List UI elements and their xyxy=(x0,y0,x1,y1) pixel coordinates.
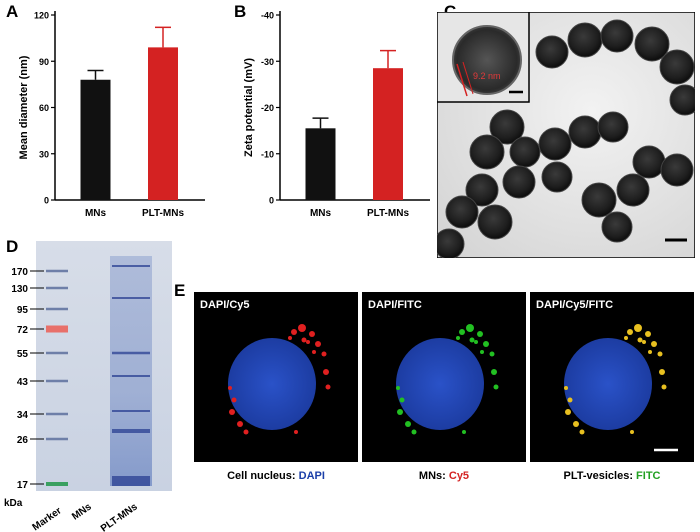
sample-band xyxy=(112,351,150,355)
marker-label: 170 xyxy=(11,267,28,278)
marker-label: 95 xyxy=(17,305,29,316)
bar xyxy=(80,79,111,200)
marker-band xyxy=(46,412,68,416)
fluor-title-3: DAPI/Cy5/FITC xyxy=(536,299,613,311)
sds-page-gel: 170 130 95 72 55 43 34 26 17 kDa Marker MNs PLT-MNs xyxy=(4,241,172,532)
marker-band xyxy=(46,482,68,486)
bar xyxy=(148,47,178,200)
caption-dye: Cy5 xyxy=(448,470,470,482)
panel-label-b: B xyxy=(234,2,247,21)
fluorescence-images: DAPI/Cy5 DAPI/FITC xyxy=(194,292,694,462)
y-tick-label: 30 xyxy=(39,149,49,159)
y-tick-label: 60 xyxy=(39,103,49,113)
panel-label-e: E xyxy=(174,281,186,300)
sample-band xyxy=(112,265,150,267)
y-tick-label: -40 xyxy=(261,11,274,21)
fluor-image-dapi-cy5: DAPI/Cy5 xyxy=(194,292,358,462)
marker-band xyxy=(46,307,68,311)
marker-label: 130 xyxy=(11,284,28,295)
sample-band xyxy=(112,375,150,377)
sample-band xyxy=(112,476,150,486)
y-tick-label: -20 xyxy=(261,103,274,113)
tem-micrograph: 9.2 nm xyxy=(437,12,695,258)
fluor-caption-3: PLT-vesicles: FITC xyxy=(530,470,694,482)
panel-label-a: A xyxy=(6,2,19,21)
inset-size-label: 9.2 nm xyxy=(473,71,501,81)
y-tick-label: -30 xyxy=(261,57,274,67)
marker-band xyxy=(46,325,68,333)
bar-chart-mean-diameter: 0 30 60 90 120 Mean diameter (nm) MNs PLT-MNs xyxy=(18,11,205,219)
lane-label: PLT-MNs xyxy=(99,501,140,532)
marker-label: 55 xyxy=(17,349,29,360)
caption-text: MNs: xyxy=(418,470,449,482)
y-tick-label: 90 xyxy=(39,57,49,67)
marker-label: 34 xyxy=(17,410,29,421)
y-axis-label: Mean diameter (nm) xyxy=(18,55,30,159)
fluor-title-1: DAPI/Cy5 xyxy=(200,299,250,311)
lane-label: MNs xyxy=(70,501,94,522)
fluor-title-2: DAPI/FITC xyxy=(368,299,422,311)
y-tick-label: -10 xyxy=(261,149,274,159)
x-tick-label: PLT-MNs xyxy=(142,208,184,219)
panel-label-d: D xyxy=(6,237,19,256)
fluor-image-dapi-fitc: DAPI/FITC xyxy=(362,292,526,462)
sample-band xyxy=(112,429,150,433)
caption-dye: FITC xyxy=(636,470,661,482)
sample-band xyxy=(112,297,150,299)
kda-unit-label: kDa xyxy=(4,498,23,509)
bar xyxy=(373,68,403,200)
bar xyxy=(305,128,336,200)
y-tick-label: 0 xyxy=(44,196,49,206)
marker-band xyxy=(46,286,68,290)
x-tick-label: MNs xyxy=(310,208,332,219)
fluor-caption-2: MNs: Cy5 xyxy=(362,470,526,482)
fluor-image-merge: DAPI/Cy5/FITC xyxy=(530,292,694,462)
y-tick-label: 0 xyxy=(269,196,274,206)
marker-band xyxy=(46,379,68,383)
marker-label: 72 xyxy=(17,325,29,336)
marker-band xyxy=(46,269,68,273)
bar-chart-zeta-potential: 0 -10 -20 -30 -40 Zeta potential (mV) MNs PLT-M… xyxy=(243,11,430,219)
x-tick-label: PLT-MNs xyxy=(367,208,409,219)
marker-label: 26 xyxy=(17,435,29,446)
caption-dye: DAPI xyxy=(298,470,325,482)
fluorescence-panel: DAPI/Cy5 DAPI/FITC xyxy=(194,292,694,462)
caption-text: Cell nucleus: xyxy=(227,470,299,482)
sample-band xyxy=(112,410,150,412)
marker-band xyxy=(46,437,68,441)
x-tick-label: MNs xyxy=(85,208,107,219)
marker-band xyxy=(46,351,68,355)
y-axis-label: Zeta potential (mV) xyxy=(243,58,255,157)
marker-label: 43 xyxy=(17,377,29,388)
marker-label: 17 xyxy=(17,480,29,491)
fluor-caption-1: Cell nucleus: DAPI xyxy=(194,470,358,482)
lane-label: Marker xyxy=(31,505,64,532)
caption-text: PLT-vesicles: xyxy=(563,470,637,482)
y-tick-label: 120 xyxy=(34,11,49,21)
